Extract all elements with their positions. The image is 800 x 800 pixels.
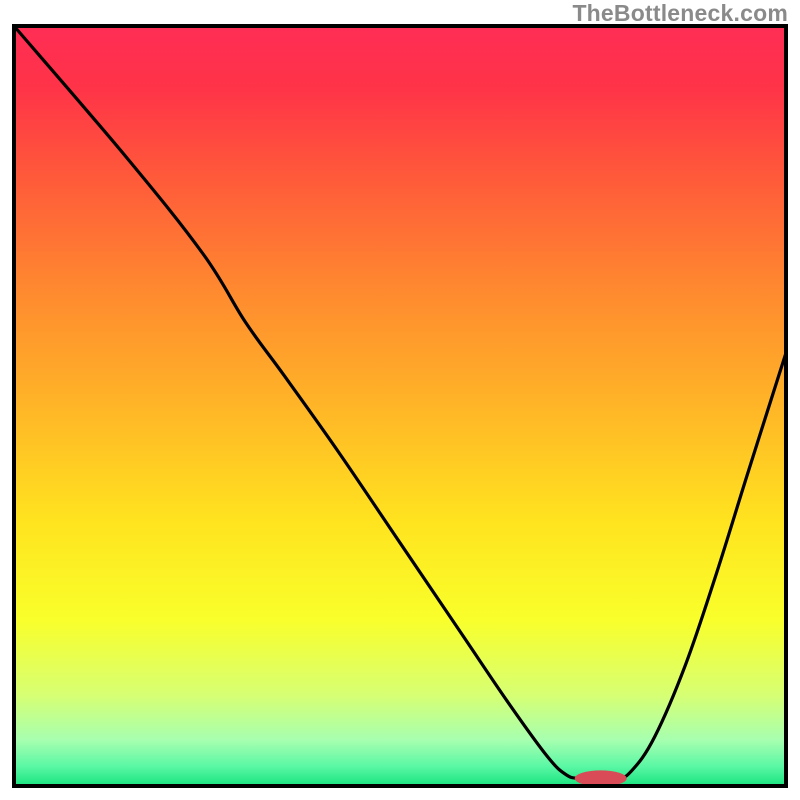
chart-canvas: { "watermark": { "text": "TheBottleneck.… [0, 0, 800, 800]
gradient-background [14, 26, 786, 786]
watermark: TheBottleneck.com [572, 0, 788, 27]
plot-svg [0, 0, 800, 800]
